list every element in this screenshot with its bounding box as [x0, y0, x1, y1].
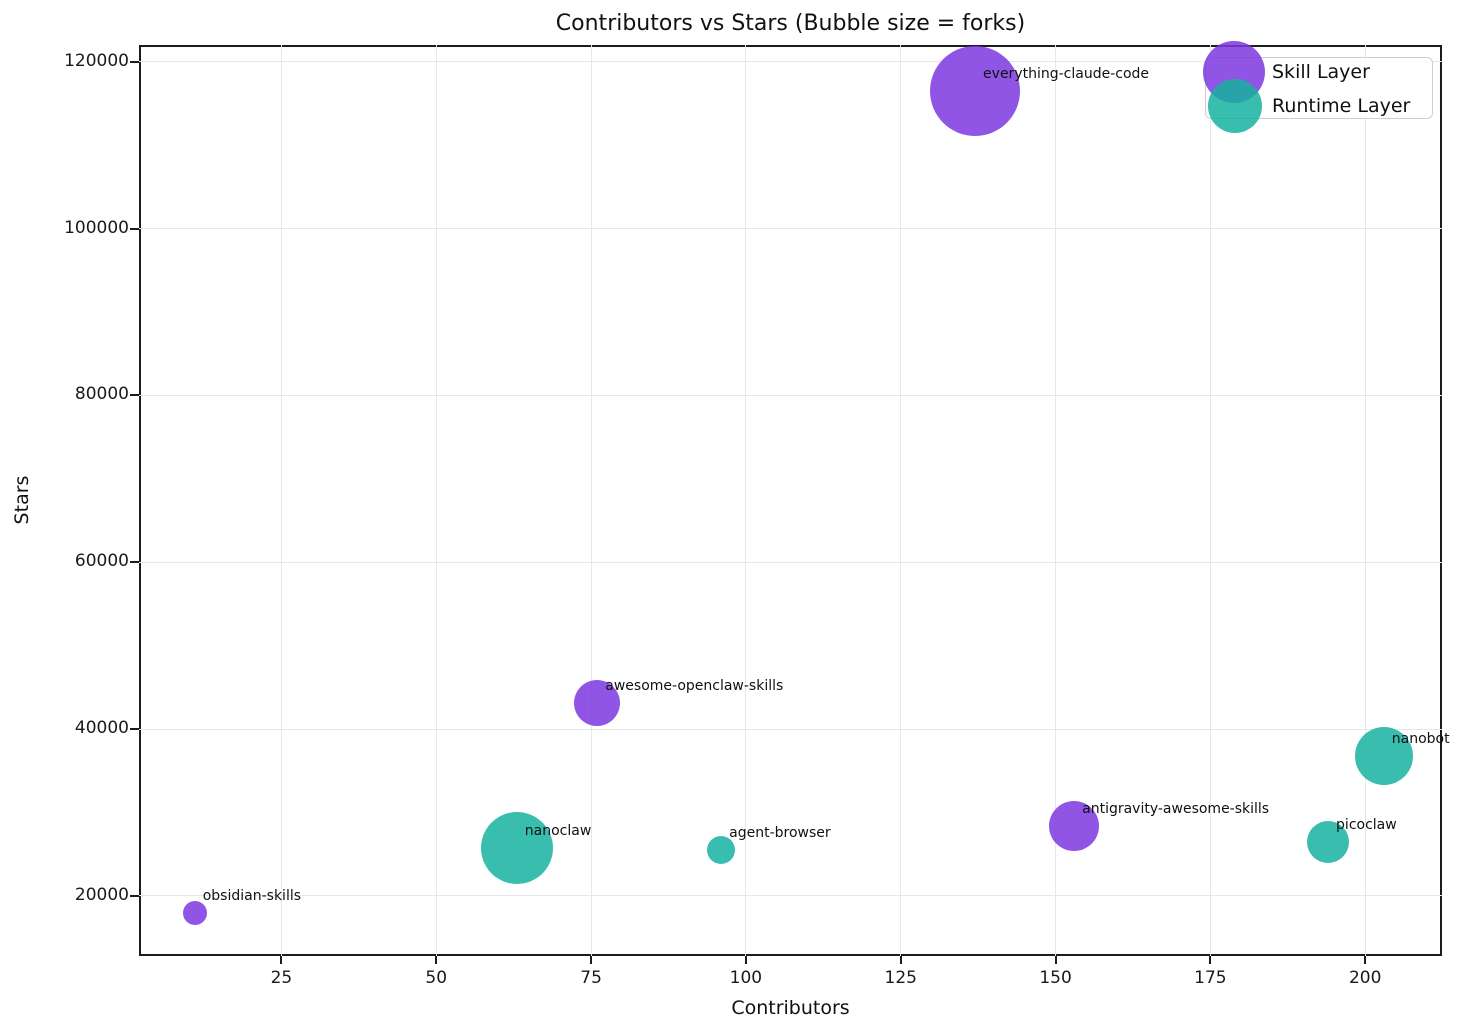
label-everything-claude-code: everything-claude-code — [983, 65, 1150, 82]
gridline-x-125 — [900, 45, 902, 956]
bubble-antigravity-awesome-skills — [1049, 800, 1100, 851]
y-tick-40000 — [130, 728, 139, 731]
bubble-picoclaw — [1307, 820, 1350, 863]
bubble-awesome-openclaw-skills — [574, 680, 621, 727]
label-agent-browser: agent-browser — [729, 825, 831, 842]
gridline-y-80000 — [139, 394, 1442, 396]
label-awesome-openclaw-skills: awesome-openclaw-skills — [605, 678, 784, 695]
x-tick-label-25: 25 — [270, 968, 293, 988]
gridline-x-75 — [590, 45, 592, 956]
x-axis-label: Contributors — [731, 997, 850, 1019]
label-obsidian-skills: obsidian-skills — [202, 887, 302, 904]
x-tick-100 — [744, 956, 747, 964]
x-tick-150 — [1054, 956, 1057, 964]
y-tick-80000 — [130, 394, 139, 397]
gridline-x-50 — [435, 45, 437, 956]
bubble-obsidian-skills — [182, 900, 207, 925]
legend-marker-runtime-layer — [1208, 79, 1262, 133]
plot-area — [139, 45, 1442, 956]
y-tick-label-100000: 100000 — [64, 217, 129, 238]
x-tick-label-200: 200 — [1348, 968, 1382, 988]
label-picoclaw: picoclaw — [1336, 816, 1397, 833]
x-tick-175 — [1209, 956, 1212, 964]
gridline-x-150 — [1055, 45, 1057, 956]
x-tick-label-75: 75 — [580, 968, 602, 988]
x-tick-200 — [1364, 956, 1367, 964]
gridline-x-100 — [745, 45, 747, 956]
legend-label-skill-layer: Skill Layer — [1272, 61, 1370, 83]
bubble-agent-browser — [707, 836, 736, 865]
bubble-nanobot — [1354, 726, 1413, 785]
y-tick-label-20000: 20000 — [74, 884, 129, 905]
y-tick-label-60000: 60000 — [74, 551, 129, 572]
gridline-x-25 — [280, 45, 282, 956]
y-tick-60000 — [130, 561, 139, 564]
x-tick-25 — [280, 956, 283, 964]
y-tick-label-120000: 120000 — [64, 50, 129, 71]
x-tick-label-100: 100 — [729, 968, 763, 988]
x-tick-label-125: 125 — [884, 968, 917, 988]
x-tick-50 — [435, 956, 438, 964]
y-axis-label: Stars — [11, 475, 33, 525]
y-tick-100000 — [130, 227, 139, 230]
legend-label-runtime-layer: Runtime Layer — [1272, 95, 1411, 117]
y-tick-20000 — [130, 894, 139, 897]
x-tick-label-175: 175 — [1194, 968, 1227, 988]
label-antigravity-awesome-skills: antigravity-awesome-skills — [1082, 800, 1270, 817]
y-tick-label-40000: 40000 — [74, 718, 129, 739]
gridline-y-20000 — [139, 895, 1442, 897]
gridline-x-175 — [1209, 45, 1211, 956]
gridline-y-100000 — [139, 228, 1442, 230]
gridline-y-60000 — [139, 561, 1442, 563]
bubble-nanoclaw — [480, 811, 553, 884]
gridline-y-40000 — [139, 728, 1442, 730]
x-tick-label-50: 50 — [425, 968, 448, 988]
y-tick-label-80000: 80000 — [74, 384, 129, 405]
chart-title: Contributors vs Stars (Bubble size = for… — [555, 11, 1026, 36]
x-tick-125 — [899, 956, 902, 964]
x-tick-label-150: 150 — [1039, 968, 1072, 988]
y-tick-120000 — [130, 60, 139, 63]
label-nanobot: nanobot — [1391, 730, 1450, 747]
x-tick-75 — [590, 956, 593, 964]
bubble-everything-claude-code — [930, 45, 1021, 136]
gridline-y-120000 — [139, 61, 1442, 63]
label-nanoclaw: nanoclaw — [524, 822, 592, 839]
gridline-x-200 — [1364, 45, 1366, 956]
